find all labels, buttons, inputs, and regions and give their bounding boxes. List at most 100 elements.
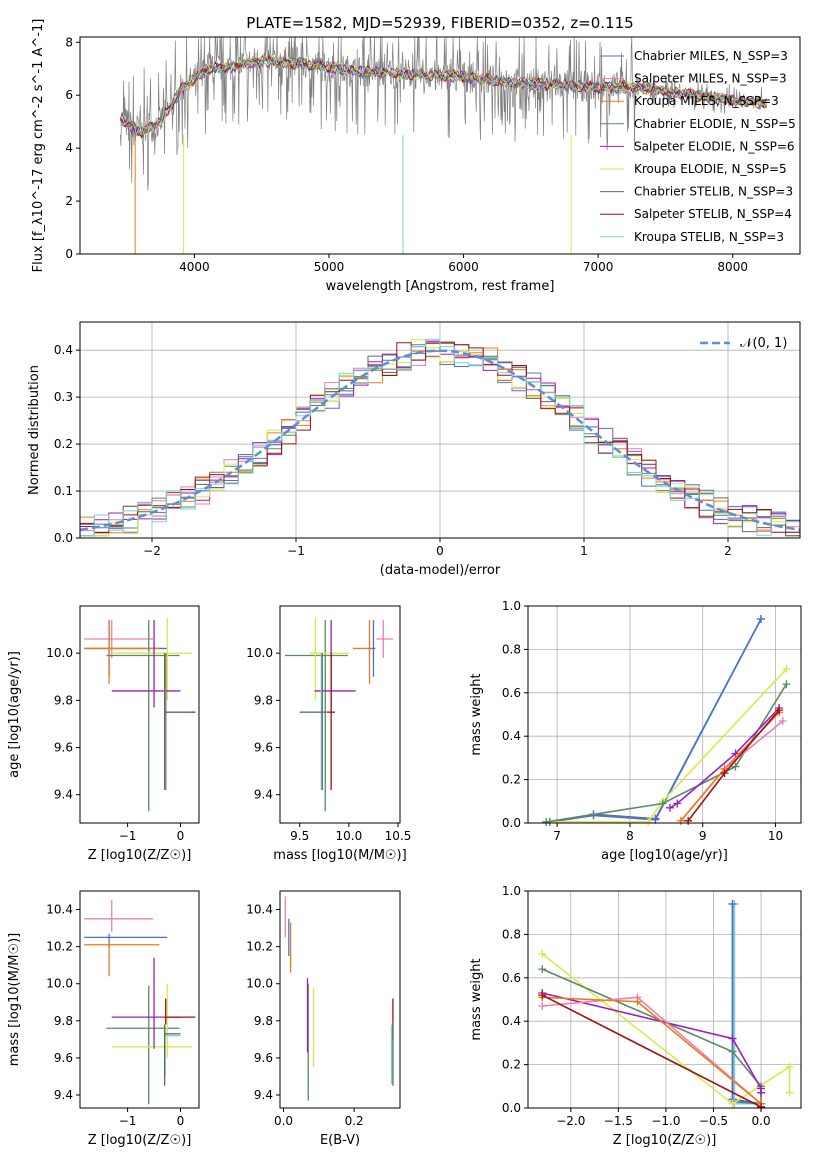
y-tick-label: 9.8 — [254, 693, 273, 707]
legend-label: Chabrier MILES, N_SSP=3 — [634, 49, 788, 63]
y-tick-label: 4 — [65, 141, 73, 155]
data-point-marker — [757, 1102, 766, 1111]
data-point-marker — [658, 799, 667, 808]
y-tick-label: 9.4 — [254, 788, 273, 802]
x-tick-label: 0 — [177, 829, 185, 843]
x-tick-label: 0.0 — [274, 1114, 293, 1128]
x-tick-label: 9.5 — [290, 829, 309, 843]
x-axis-label: Z [log10(Z/Z☉)] — [88, 848, 192, 863]
mass-weight-line — [542, 992, 762, 1093]
x-tick-label: 7000 — [583, 260, 614, 274]
model-spectrum-line — [120, 54, 767, 139]
mass-weight-vs-metallicity-panel: −2.0 −1.5 −1.0 −0.5 0.0 0.0 0.2 0.4 0.6 0.8 1.0 Z [… — [469, 884, 802, 1148]
legend-label: Kroupa ELODIE, N_SSP=5 — [634, 162, 787, 176]
data-point-marker — [728, 1099, 737, 1108]
mass-weight-line — [669, 707, 780, 809]
x-tick-label: −1.0 — [651, 1114, 680, 1128]
data-point-marker — [720, 769, 729, 778]
y-tick-label: 10.2 — [246, 940, 273, 954]
data-point-marker — [728, 1034, 737, 1043]
y-tick-label: 0.1 — [54, 484, 73, 498]
x-tick-label: −1 — [119, 1114, 137, 1128]
model-spectrum-line — [119, 56, 767, 139]
data-point-marker — [731, 762, 740, 771]
data-point-marker — [756, 615, 765, 624]
data-point-marker — [633, 997, 642, 1006]
data-point-marker — [538, 965, 547, 974]
y-tick-label: 9.4 — [54, 1088, 73, 1102]
y-axis-label: mass weight — [469, 958, 484, 1040]
y-tick-label: 0.6 — [502, 686, 521, 700]
y-tick-label: 9.8 — [254, 1014, 273, 1028]
y-tick-label: 10.4 — [46, 903, 73, 917]
y-tick-label: 0.8 — [502, 642, 521, 656]
y-tick-label: 10.0 — [246, 977, 273, 991]
data-point-marker — [782, 664, 791, 673]
x-tick-label: 6000 — [448, 260, 479, 274]
x-axis-label: (data-model)/error — [380, 563, 501, 578]
y-tick-label: 9.6 — [54, 1051, 73, 1065]
age-vs-metallicity-panel: −1 0 9.4 9.6 9.8 10.0 Z [log10(Z/Z☉)] age [log1… — [7, 605, 200, 863]
data-point-marker — [785, 1062, 794, 1071]
x-tick-label: 2 — [724, 544, 732, 558]
y-tick-label: 1.0 — [502, 884, 521, 898]
y-tick-label: 9.8 — [54, 1014, 73, 1028]
mass-weight-line — [546, 668, 787, 823]
y-tick-label: 0.0 — [502, 1101, 521, 1115]
plot-frame — [527, 890, 802, 1109]
x-tick-label: −1 — [287, 544, 305, 558]
mass-weight-line — [731, 904, 762, 1105]
residual-histogram-panel: −2 −1 0 1 2 0.0 0.1 0.2 0.3 0.4 (data-model)/error… — [27, 321, 801, 578]
x-axis-label: age [log10(age/yr)] — [601, 848, 728, 863]
y-tick-label: 0.0 — [502, 816, 521, 830]
y-tick-label: 0.4 — [54, 343, 73, 357]
x-tick-label: −1 — [119, 829, 137, 843]
chart-title: PLATE=1582, MJD=52939, FIBERID=0352, z=0… — [246, 14, 633, 32]
legend-label: Kroupa STELIB, N_SSP=3 — [634, 230, 784, 244]
data-point-marker — [673, 799, 682, 808]
y-tick-label: 0.2 — [502, 1058, 521, 1072]
x-tick-label: 9 — [699, 829, 707, 843]
x-tick-label: 0.0 — [752, 1114, 771, 1128]
x-tick-label: 0.2 — [345, 1114, 364, 1128]
y-tick-label: 10.0 — [46, 977, 73, 991]
plot-frame — [79, 890, 200, 1109]
y-tick-label: 8 — [65, 35, 73, 49]
plot-frame — [527, 605, 802, 824]
y-tick-label: 0.3 — [54, 390, 73, 404]
legend-label: 𝒩(0, 1) — [740, 336, 787, 351]
y-tick-label: 2 — [65, 194, 73, 208]
mass-vs-metallicity-panel: −1 0 9.4 9.6 9.8 10.0 10.2 10.4 Z [log10(Z/Z☉)] m… — [7, 890, 200, 1148]
data-point-marker — [782, 680, 791, 689]
plot-frame — [79, 321, 801, 539]
x-axis-label: E(B-V) — [320, 1133, 360, 1148]
x-axis-label: mass [log10(M/M☉)] — [273, 848, 406, 863]
data-point-marker — [665, 803, 674, 812]
x-axis-label: Z [log10(Z/Z☉)] — [613, 1133, 717, 1148]
legend-label: Salpeter STELIB, N_SSP=4 — [634, 207, 792, 221]
y-tick-label: 0.6 — [502, 971, 521, 985]
plot-frame — [279, 605, 401, 824]
x-tick-label: 0 — [436, 544, 444, 558]
plot-frame — [279, 890, 401, 1109]
y-tick-label: 9.6 — [54, 741, 73, 755]
y-tick-label: 6 — [65, 88, 73, 102]
y-tick-label: 0.2 — [54, 437, 73, 451]
data-point-marker — [644, 817, 653, 826]
y-axis-label: Normed distribution — [27, 365, 42, 495]
data-point-marker — [728, 1047, 737, 1056]
x-tick-label: 10.5 — [385, 829, 412, 843]
plot-frame — [79, 605, 200, 824]
data-point-marker — [731, 749, 740, 758]
data-point-marker — [757, 1088, 766, 1097]
y-tick-label: 10.0 — [246, 646, 273, 660]
normal-curve — [79, 349, 801, 532]
y-axis-label: age [log10(age/yr)] — [7, 651, 22, 778]
data-point-marker — [728, 900, 737, 909]
x-tick-label: 4000 — [179, 260, 210, 274]
y-tick-label: 9.6 — [254, 1051, 273, 1065]
data-point-marker — [538, 949, 547, 958]
mass-weight-vs-age-panel: 7 8 9 10 0.0 0.2 0.4 0.6 0.8 1.0 age [log10(age/yr… — [469, 599, 802, 863]
data-point-marker — [778, 717, 787, 726]
